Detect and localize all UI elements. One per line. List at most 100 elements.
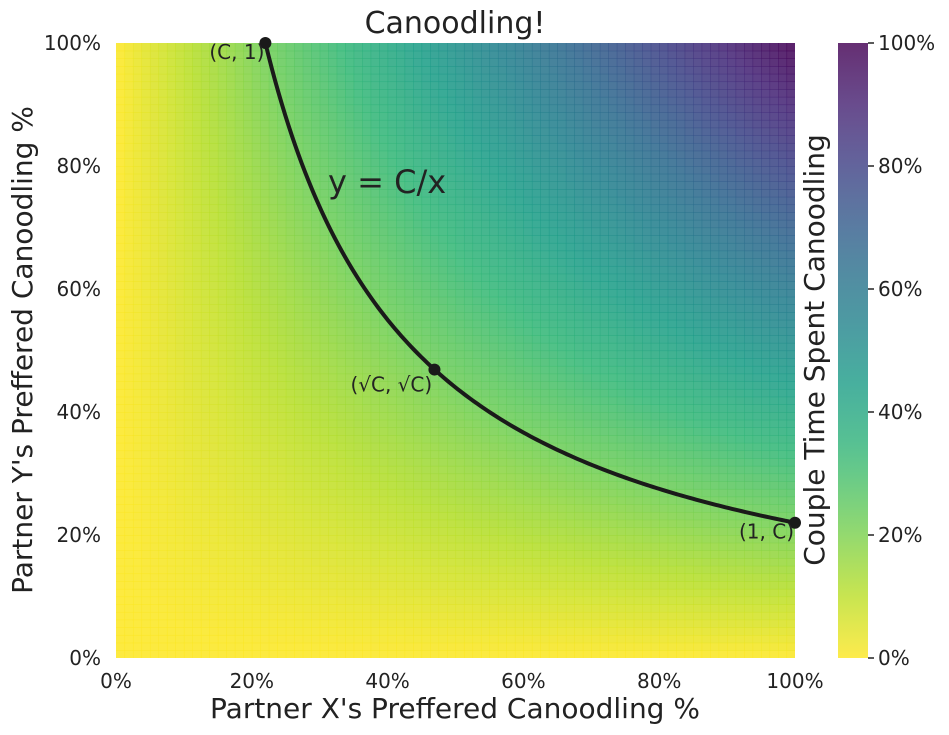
heatmap-cell: [116, 150, 126, 159]
heatmap-cell: [124, 327, 134, 336]
heatmap-cell: [548, 350, 558, 359]
heatmap-cell: [523, 73, 533, 83]
heatmap-cell: [268, 335, 278, 344]
heatmap-cell: [548, 535, 558, 544]
heatmap-cell: [540, 619, 550, 628]
heatmap-cell: [625, 519, 635, 528]
heatmap-cell: [285, 204, 295, 213]
heatmap-cell: [277, 619, 287, 628]
heatmap-cell: [285, 112, 295, 121]
heatmap-cell: [608, 473, 618, 482]
heatmap-cell: [260, 127, 270, 136]
heatmap-cell: [438, 619, 448, 628]
heatmap-cell: [599, 412, 609, 421]
heatmap-cell: [379, 427, 389, 436]
heatmap-cell: [565, 642, 575, 651]
heatmap-cell: [353, 204, 363, 213]
heatmap-cell: [548, 66, 558, 75]
heatmap-cell: [480, 650, 491, 658]
heatmap-cell: [557, 242, 567, 252]
heatmap-cell: [633, 58, 643, 67]
heatmap-cell: [302, 388, 312, 398]
heatmap-cell: [336, 104, 346, 113]
heatmap-cell: [166, 281, 177, 290]
heatmap-cell: [268, 273, 278, 282]
heatmap-cell: [217, 504, 227, 513]
heatmap-cell: [591, 412, 601, 421]
heatmap-cell: [268, 265, 278, 275]
heatmap-cell: [379, 158, 389, 167]
heatmap-cell: [243, 519, 253, 528]
heatmap-cell: [430, 43, 440, 52]
heatmap-cell: [633, 365, 643, 375]
heatmap-cell: [591, 242, 601, 252]
heatmap-cell: [294, 596, 304, 605]
heatmap-cell: [625, 627, 635, 636]
heatmap-cell: [540, 104, 550, 113]
heatmap-cell: [149, 535, 160, 544]
heatmap-cell: [582, 73, 592, 83]
heatmap-cell: [243, 550, 253, 559]
heatmap-cell: [379, 89, 389, 98]
heatmap-cell: [116, 173, 126, 182]
heatmap-cell: [234, 619, 244, 628]
heatmap-cell: [574, 150, 584, 159]
heatmap-cell: [633, 488, 643, 498]
heatmap-cell: [260, 166, 270, 175]
heatmap-cell: [642, 488, 652, 498]
heatmap-cell: [421, 281, 431, 290]
heatmap-cell: [234, 473, 244, 482]
heatmap-cell: [319, 250, 329, 259]
heatmap-cell: [141, 412, 151, 421]
heatmap-cell: [582, 611, 592, 621]
heatmap-cell: [234, 81, 244, 90]
heatmap-cell: [243, 127, 253, 136]
heatmap-cell: [506, 473, 516, 482]
heatmap-cell: [430, 496, 440, 505]
heatmap-cell: [430, 611, 440, 621]
heatmap-cell: [268, 388, 278, 398]
heatmap-cell: [141, 535, 151, 544]
heatmap-cell: [251, 535, 261, 544]
heatmap-cell: [531, 50, 541, 59]
heatmap-cell: [506, 527, 516, 536]
heatmap-cell: [497, 204, 508, 213]
heatmap-cell: [506, 650, 516, 658]
heatmap-cell: [438, 488, 448, 498]
heatmap-cell: [472, 265, 482, 275]
heatmap-cell: [608, 342, 618, 352]
heatmap-cell: [514, 611, 524, 621]
heatmap-cell: [260, 335, 270, 344]
heatmap-cell: [370, 96, 380, 106]
heatmap-cell: [582, 642, 592, 651]
heatmap-cell: [531, 619, 541, 628]
heatmap-cell: [548, 596, 558, 605]
heatmap-cell: [447, 596, 457, 605]
heatmap-cell: [353, 43, 363, 52]
heatmap-cell: [183, 519, 193, 528]
heatmap-cell: [557, 642, 567, 651]
heatmap-cell: [523, 442, 533, 452]
heatmap-cell: [192, 258, 202, 267]
heatmap-cell: [447, 404, 457, 413]
heatmap-cell: [336, 550, 346, 559]
heatmap-cell: [396, 558, 406, 567]
heatmap-cell: [396, 89, 406, 98]
heatmap-cell: [582, 312, 592, 321]
heatmap-cell: [599, 381, 609, 390]
heatmap-cell: [497, 419, 508, 428]
heatmap-cell: [132, 404, 143, 413]
heatmap-cell: [489, 281, 499, 290]
heatmap-cell: [421, 481, 431, 490]
heatmap-cell: [455, 181, 465, 190]
heatmap-cell: [413, 511, 423, 521]
heatmap-cell: [217, 388, 227, 398]
heatmap-cell: [260, 104, 270, 113]
heatmap-cell: [616, 465, 626, 475]
heatmap-cell: [591, 465, 601, 475]
heatmap-cell: [132, 488, 143, 498]
heatmap-cell: [353, 611, 363, 621]
heatmap-cell: [599, 627, 609, 636]
heatmap-cell: [217, 342, 227, 352]
heatmap-cell: [141, 319, 151, 329]
